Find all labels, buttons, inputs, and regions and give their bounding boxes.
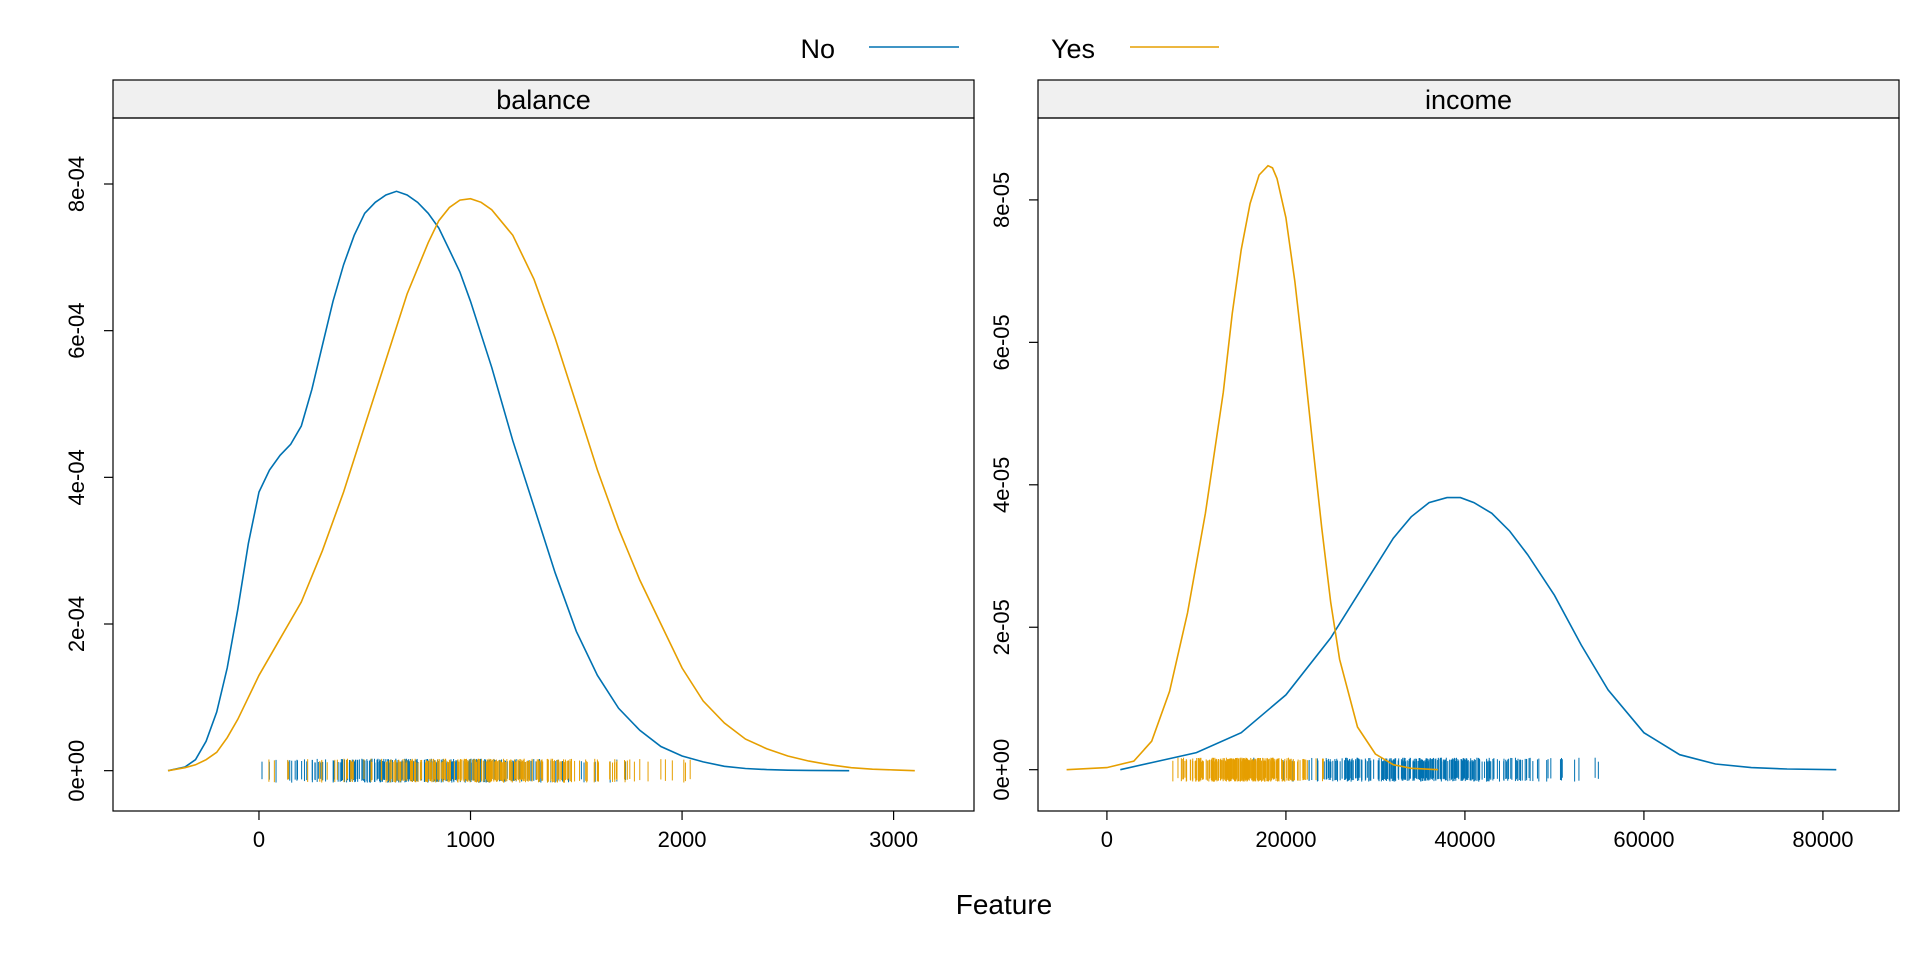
y-tick-label: 6e-05 — [989, 314, 1014, 370]
y-tick-label: 4e-05 — [989, 457, 1014, 513]
x-tick-label: 60000 — [1613, 827, 1674, 852]
density-line-no — [1120, 496, 1837, 771]
legend-label-yes: Yes — [1051, 34, 1095, 64]
x-tick-label: 1000 — [446, 827, 495, 852]
panel-income: income 0 20000 40000 60000 80000 0e+00 2e-05 4e-… — [989, 79, 1900, 852]
density-line-no — [167, 190, 850, 772]
density-line-yes — [167, 197, 915, 772]
density-line-yes — [1066, 164, 1439, 771]
y-tick-label: 0e+00 — [989, 739, 1014, 801]
y-tick-label: 2e-05 — [989, 599, 1014, 655]
legend: No Yes — [800, 34, 1219, 64]
x-axis-label: Feature — [956, 889, 1053, 920]
y-tick-label: 2e-04 — [64, 596, 89, 652]
y-tick-label: 8e-04 — [64, 156, 89, 212]
plot-frame — [112, 117, 975, 812]
x-tick-label: 40000 — [1434, 827, 1495, 852]
x-tick-label: 3000 — [869, 827, 918, 852]
x-tick-label: 2000 — [658, 827, 707, 852]
y-tick-label: 0e+00 — [64, 740, 89, 802]
panel-title: balance — [496, 85, 591, 115]
x-tick-label: 80000 — [1792, 827, 1853, 852]
y-tick-label: 8e-05 — [989, 172, 1014, 228]
panel-strip — [112, 79, 975, 119]
rug-yes — [1172, 757, 1324, 782]
panel-title: income — [1425, 85, 1512, 115]
panel-strip — [1037, 79, 1900, 119]
y-tick-label: 4e-04 — [64, 449, 89, 505]
x-tick-label: 20000 — [1255, 827, 1316, 852]
chart-panels: balance 0 1000 2000 3000 0e+00 2e-04 4e-04 6e-04… — [64, 79, 1900, 852]
y-tick-label: 6e-04 — [64, 303, 89, 359]
panel-balance: balance 0 1000 2000 3000 0e+00 2e-04 4e-04 6e-04… — [64, 79, 975, 852]
plot-frame — [1037, 117, 1900, 812]
x-tick-label: 0 — [1101, 827, 1113, 852]
legend-label-no: No — [800, 34, 835, 64]
rug-yes — [268, 758, 691, 783]
x-tick-label: 0 — [253, 827, 265, 852]
